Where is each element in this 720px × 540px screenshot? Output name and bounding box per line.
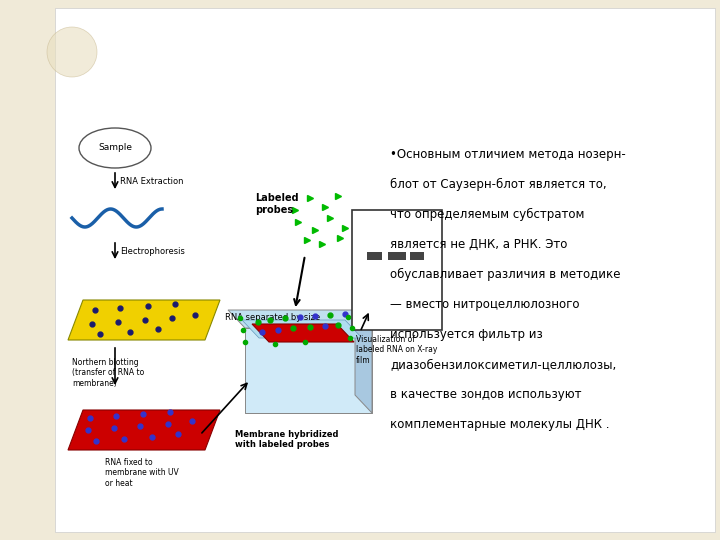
Polygon shape [68, 300, 220, 340]
Text: Northern blotting
(transfer of RNA to
membrane): Northern blotting (transfer of RNA to me… [72, 358, 144, 388]
Bar [410, 252, 424, 260]
Ellipse shape [47, 27, 97, 77]
Text: RNA Extraction: RNA Extraction [120, 177, 184, 186]
Text: RNA fixed to
membrane with UV
or heat: RNA fixed to membrane with UV or heat [105, 458, 179, 488]
Text: Visualization of
labeled RNA on X-ray
film: Visualization of labeled RNA on X-ray fi… [356, 335, 437, 365]
Bar [367, 252, 382, 260]
Bar [388, 252, 406, 260]
Text: блот от Саузерн-блот является то,: блот от Саузерн-блот является то, [390, 178, 607, 191]
Polygon shape [355, 310, 372, 413]
Text: что определяемым субстратом: что определяемым субстратом [390, 208, 585, 221]
Text: комплементарные молекулы ДНК .: комплементарные молекулы ДНК . [390, 418, 610, 431]
Text: •Основным отличием метода нозерн-: •Основным отличием метода нозерн- [390, 148, 626, 161]
Text: обуславливает различия в методике: обуславливает различия в методике [390, 268, 621, 281]
Text: является не ДНК, а РНК. Это: является не ДНК, а РНК. Это [390, 238, 567, 251]
Polygon shape [245, 328, 372, 413]
Text: Sample: Sample [98, 144, 132, 152]
Text: используется фильтр из: используется фильтр из [390, 328, 543, 341]
Polygon shape [252, 324, 354, 342]
Polygon shape [242, 320, 362, 338]
Ellipse shape [79, 128, 151, 168]
Text: Labeled
probes: Labeled probes [255, 193, 299, 214]
Text: диазобензилоксиметил-целлюлозы,: диазобензилоксиметил-целлюлозы, [390, 358, 616, 371]
Text: — вместо нитроцеллюлозного: — вместо нитроцеллюлозного [390, 298, 580, 311]
Polygon shape [68, 410, 220, 450]
Text: Membrane hybridized
with labeled probes: Membrane hybridized with labeled probes [235, 430, 338, 449]
Text: Electrophoresis: Electrophoresis [120, 246, 185, 255]
Text: RNA separated by size: RNA separated by size [225, 314, 320, 322]
Text: в качестве зондов используют: в качестве зондов используют [390, 388, 582, 401]
Bar [352, 210, 442, 330]
Polygon shape [228, 310, 372, 328]
